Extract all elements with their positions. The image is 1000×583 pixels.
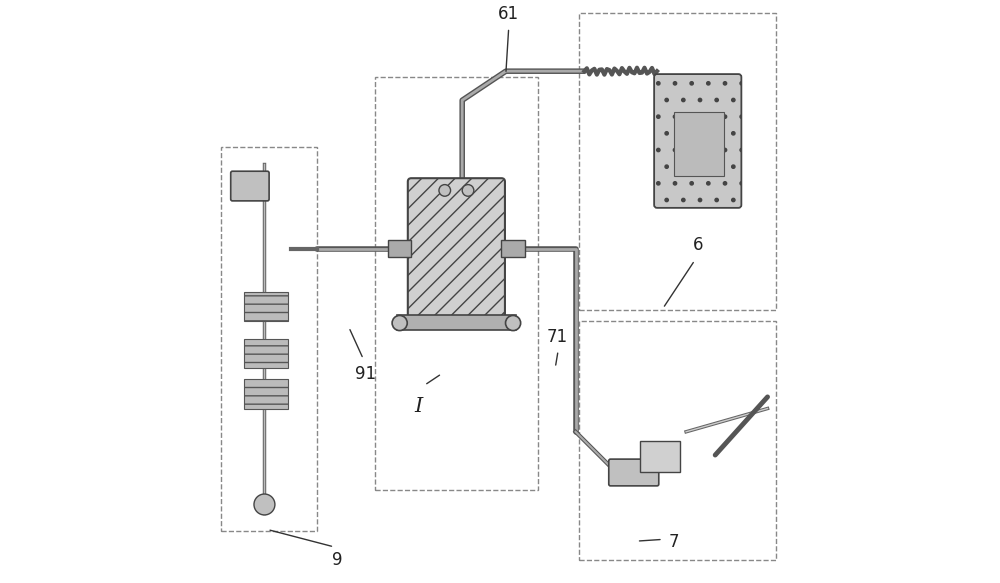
FancyBboxPatch shape bbox=[654, 74, 741, 208]
FancyBboxPatch shape bbox=[609, 459, 659, 486]
Bar bbox=[244, 292, 288, 321]
Text: 9: 9 bbox=[332, 551, 342, 569]
Text: 71: 71 bbox=[546, 328, 568, 346]
Text: 61: 61 bbox=[498, 5, 519, 23]
Bar bbox=[501, 240, 525, 257]
Text: I: I bbox=[414, 397, 423, 416]
Text: 7: 7 bbox=[669, 533, 679, 552]
Bar bbox=[221, 147, 317, 531]
Circle shape bbox=[392, 315, 407, 331]
Circle shape bbox=[506, 315, 521, 331]
Bar bbox=[640, 441, 680, 472]
Bar bbox=[388, 240, 411, 257]
Circle shape bbox=[439, 185, 451, 196]
Bar bbox=[244, 380, 288, 409]
Bar bbox=[579, 321, 776, 560]
FancyBboxPatch shape bbox=[231, 171, 269, 201]
Bar bbox=[674, 112, 724, 176]
Text: 91: 91 bbox=[355, 365, 376, 383]
Bar bbox=[375, 77, 538, 490]
Text: 6: 6 bbox=[692, 236, 703, 254]
Bar bbox=[579, 13, 776, 310]
Circle shape bbox=[254, 494, 275, 515]
Circle shape bbox=[462, 185, 474, 196]
Bar bbox=[244, 339, 288, 368]
Bar bbox=[397, 315, 516, 330]
FancyBboxPatch shape bbox=[408, 178, 505, 319]
